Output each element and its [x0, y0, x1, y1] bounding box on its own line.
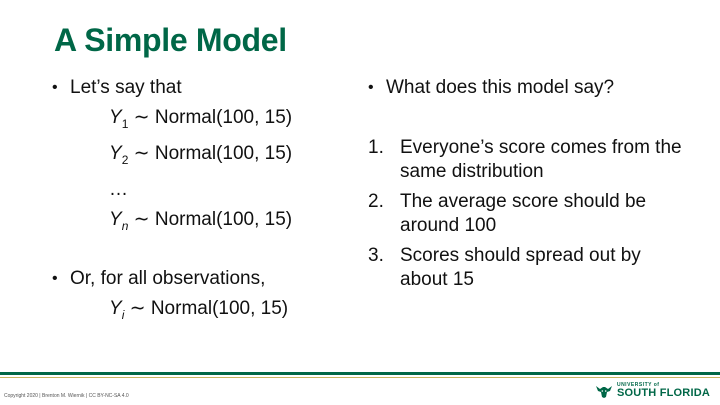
equation-yn: Yn ∼ Normal(100, 15) [109, 208, 352, 238]
equation-subscript: 1 [121, 116, 129, 131]
right-column: • What does this model say? 1. Everyone’… [368, 76, 688, 298]
logo-south-florida-text: SOUTH FLORIDA [616, 387, 710, 399]
list-item-text: Everyone’s score comes from the same dis… [400, 137, 682, 182]
equation-variable: Y [109, 142, 122, 164]
equation-variable: Y [109, 208, 122, 230]
footer-rule-gold [0, 377, 720, 378]
bullet-item: • What does this model say? [368, 76, 688, 100]
equation-variable: Y [109, 107, 122, 128]
bullet-text: Let’s say that [70, 77, 182, 98]
equation-subscript: 2 [121, 152, 129, 167]
bullet-item: • Or, for all observations, [52, 267, 352, 291]
bullet-item: • Let’s say that [52, 76, 352, 100]
bullet-dot-icon: • [52, 270, 58, 288]
equation-variable: Y [109, 298, 122, 320]
list-item: 2. The average score should be around 10… [368, 190, 688, 238]
equation-rest: ∼ Normal(100, 15) [124, 298, 289, 320]
equation-rest: ∼ Normal(100, 15) [128, 142, 293, 164]
equation-rest: ∼ Normal(100, 15) [128, 208, 293, 230]
bullet-dot-icon: • [368, 79, 374, 96]
bull-logo-icon [595, 386, 612, 398]
equation-yi: Yi ∼ Normal(100, 15) [109, 297, 352, 327]
bullet-text: Or, for all observations, [70, 268, 266, 290]
list-number: 1. [368, 137, 384, 158]
logo-university-text: UNIVERSITY of [616, 382, 660, 388]
slide-title: A Simple Model [54, 22, 287, 58]
left-column: • Let’s say that Y1 ∼ Normal(100, 15) Y2… [52, 76, 352, 327]
equation-subscript: i [121, 308, 125, 323]
list-item: 3. Scores should spread out by about 15 [368, 244, 688, 292]
bullet-dot-icon: • [52, 79, 58, 96]
numbered-list: 1. Everyone’s score comes from the same … [368, 136, 688, 292]
list-item-text: The average score should be around 100 [400, 191, 647, 236]
equation-y1: Y1 ∼ Normal(100, 15) [109, 106, 352, 136]
list-number: 2. [368, 191, 384, 212]
equation-y2: Y2 ∼ Normal(100, 15) [109, 142, 352, 172]
footer-rule-green [0, 372, 720, 375]
list-number: 3. [368, 245, 384, 266]
usf-logo: UNIVERSITY of SOUTH FLORIDA [595, 383, 710, 399]
list-item: 1. Everyone’s score comes from the same … [368, 136, 688, 184]
bullet-text: What does this model say? [386, 77, 615, 98]
ellipsis: … [109, 178, 128, 200]
copyright-text: Copyright 2020 | Brenton M. Wiernik | CC… [4, 393, 129, 399]
equation-rest: ∼ Normal(100, 15) [128, 107, 293, 128]
equation-subscript: n [121, 218, 129, 233]
list-item-text: Scores should spread out by about 15 [400, 245, 641, 290]
